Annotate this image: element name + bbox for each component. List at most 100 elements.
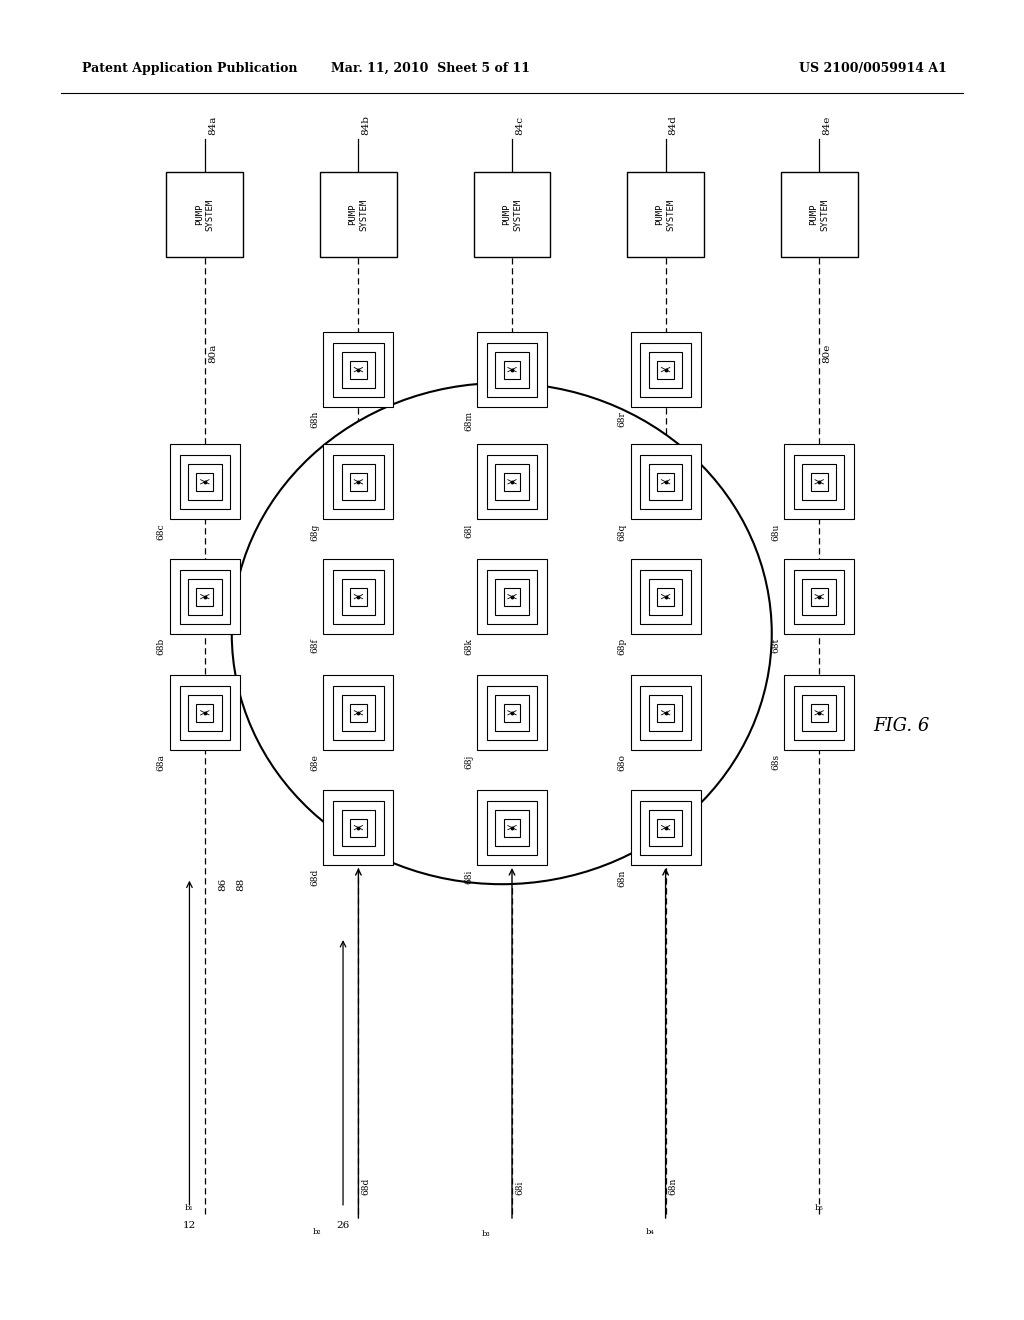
Bar	[333, 455, 384, 508]
Text: Patent Application Publication: Patent Application Publication	[82, 62, 297, 75]
Bar	[197, 587, 213, 606]
Text: Mar. 11, 2010  Sheet 5 of 11: Mar. 11, 2010 Sheet 5 of 11	[331, 62, 529, 75]
Bar	[473, 172, 551, 257]
Text: FIG. 6: FIG. 6	[872, 717, 930, 735]
Text: PUMP
SYSTEM: PUMP SYSTEM	[809, 198, 829, 231]
Text: 80e: 80e	[822, 343, 831, 363]
Bar	[803, 694, 836, 731]
Bar	[811, 704, 827, 722]
Text: 84a: 84a	[208, 115, 217, 135]
Text: 84d: 84d	[669, 115, 678, 135]
Bar	[324, 560, 393, 634]
Bar	[811, 587, 827, 606]
Bar	[640, 686, 691, 739]
Text: b₂: b₂	[313, 1228, 322, 1236]
Text: b₄: b₄	[646, 1228, 654, 1236]
Bar	[496, 351, 528, 388]
Text: 88: 88	[237, 878, 245, 891]
Bar	[170, 676, 240, 750]
Text: 68i: 68i	[464, 869, 473, 883]
Text: PUMP
SYSTEM: PUMP SYSTEM	[348, 198, 369, 231]
Bar	[350, 360, 367, 379]
Text: 68r: 68r	[617, 411, 627, 426]
Bar	[649, 351, 682, 388]
Bar	[784, 445, 854, 519]
Text: 68u: 68u	[771, 523, 780, 541]
Bar	[781, 172, 858, 257]
Bar	[794, 686, 845, 739]
Bar	[477, 791, 547, 865]
Bar	[649, 694, 682, 731]
Bar	[640, 801, 691, 854]
Bar	[170, 445, 240, 519]
Text: 68d: 68d	[361, 1177, 371, 1195]
Bar	[333, 343, 384, 396]
Text: 80d: 80d	[669, 343, 678, 363]
Text: 68j: 68j	[464, 754, 473, 768]
Bar	[486, 686, 538, 739]
Bar	[504, 587, 520, 606]
Bar	[179, 455, 230, 508]
Bar	[333, 686, 384, 739]
Text: 68a: 68a	[157, 754, 166, 771]
Text: US 2100/0059914 A1: US 2100/0059914 A1	[799, 62, 946, 75]
Text: 68q: 68q	[617, 523, 627, 541]
Bar	[342, 578, 375, 615]
Bar	[496, 694, 528, 731]
Text: 68l: 68l	[464, 523, 473, 537]
Bar	[631, 791, 700, 865]
Bar	[504, 360, 520, 379]
Text: 26: 26	[337, 1221, 349, 1230]
Text: 68c: 68c	[157, 523, 166, 540]
Bar	[657, 704, 674, 722]
Bar	[649, 578, 682, 615]
Bar	[324, 676, 393, 750]
Bar	[486, 801, 538, 854]
Bar	[631, 676, 700, 750]
Bar	[477, 333, 547, 407]
Text: 68h: 68h	[310, 411, 319, 429]
Bar	[794, 455, 845, 508]
Bar	[342, 351, 375, 388]
Bar	[324, 445, 393, 519]
Bar	[640, 570, 691, 623]
Text: 68d: 68d	[310, 869, 319, 887]
Bar	[333, 570, 384, 623]
Bar	[333, 801, 384, 854]
Bar	[649, 809, 682, 846]
Bar	[631, 333, 700, 407]
Text: b₁: b₁	[185, 1204, 194, 1212]
Bar	[350, 818, 367, 837]
Bar	[657, 360, 674, 379]
Text: 80b: 80b	[361, 343, 371, 363]
Bar	[486, 570, 538, 623]
Text: 68e: 68e	[310, 754, 319, 771]
Text: 68k: 68k	[464, 638, 473, 655]
Text: PUMP
SYSTEM: PUMP SYSTEM	[655, 198, 676, 231]
Bar	[504, 704, 520, 722]
Bar	[631, 445, 700, 519]
Text: b₃: b₃	[482, 1230, 490, 1238]
Text: 68f: 68f	[310, 638, 319, 653]
Bar	[324, 333, 393, 407]
Bar	[477, 445, 547, 519]
Bar	[170, 560, 240, 634]
Bar	[342, 463, 375, 500]
Text: 84b: 84b	[361, 115, 371, 135]
Bar	[166, 172, 244, 257]
Bar	[504, 818, 520, 837]
Text: b₅: b₅	[815, 1204, 823, 1212]
Bar	[496, 809, 528, 846]
Bar	[350, 473, 367, 491]
Bar	[784, 560, 854, 634]
Bar	[477, 560, 547, 634]
Text: 68n: 68n	[617, 869, 627, 887]
Bar	[803, 578, 836, 615]
Text: 68m: 68m	[464, 411, 473, 432]
Bar	[179, 570, 230, 623]
Bar	[188, 694, 221, 731]
Bar	[197, 473, 213, 491]
Bar	[657, 818, 674, 837]
Bar	[640, 343, 691, 396]
Text: 68b: 68b	[157, 638, 166, 656]
